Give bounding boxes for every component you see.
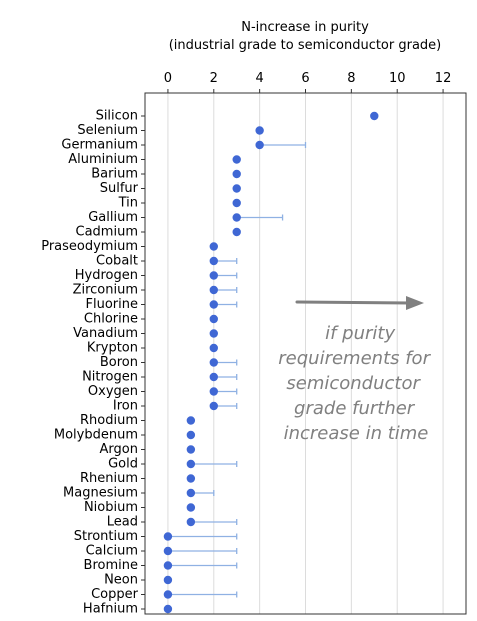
data-point bbox=[187, 445, 195, 453]
category-label: Vanadium bbox=[73, 326, 138, 341]
data-point bbox=[210, 271, 218, 279]
x-tick-label: 6 bbox=[301, 71, 309, 86]
category-label: Cadmium bbox=[76, 225, 138, 240]
data-point bbox=[233, 199, 241, 207]
data-point bbox=[210, 315, 218, 323]
annotation-line: requirements for bbox=[278, 348, 431, 369]
category-label: Niobium bbox=[84, 500, 138, 515]
data-point bbox=[210, 257, 218, 265]
data-point bbox=[164, 532, 172, 540]
annotation-line: semiconductor bbox=[286, 373, 421, 394]
data-point bbox=[210, 402, 218, 410]
category-label: Gold bbox=[108, 457, 138, 472]
category-label: Tin bbox=[118, 196, 138, 211]
category-label: Barium bbox=[91, 167, 138, 182]
category-label: Oxygen bbox=[88, 384, 138, 399]
y-axis: SiliconSeleniumGermaniumAluminiumBariumS… bbox=[41, 109, 145, 617]
annotation: if purity requirements for semiconductor… bbox=[278, 296, 435, 444]
x-axis-title: N-increase in purity bbox=[241, 20, 369, 35]
data-point bbox=[370, 112, 378, 120]
category-label: Zirconium bbox=[73, 283, 138, 298]
annotation-arrow-shaft bbox=[297, 302, 410, 303]
category-label: Krypton bbox=[87, 341, 138, 356]
data-point bbox=[210, 387, 218, 395]
data-point bbox=[233, 213, 241, 221]
data-point bbox=[187, 416, 195, 424]
data-point bbox=[255, 141, 263, 149]
annotation-line: grade further bbox=[294, 398, 416, 419]
x-axis-subtitle: (industrial grade to semiconductor grade… bbox=[169, 38, 442, 53]
data-point bbox=[164, 547, 172, 555]
category-label: Chlorine bbox=[84, 312, 138, 327]
data-point bbox=[187, 431, 195, 439]
data-point bbox=[210, 286, 218, 294]
x-tick-label: 4 bbox=[256, 71, 264, 86]
category-label: Strontium bbox=[74, 529, 138, 544]
data-point bbox=[210, 344, 218, 352]
data-point bbox=[187, 460, 195, 468]
data-point bbox=[233, 170, 241, 178]
data-point bbox=[187, 503, 195, 511]
data-point bbox=[233, 155, 241, 163]
category-label: Cobalt bbox=[96, 254, 138, 269]
category-label: Molybdenum bbox=[54, 428, 138, 443]
category-label: Calcium bbox=[86, 544, 138, 559]
data-point bbox=[233, 184, 241, 192]
data-point bbox=[187, 489, 195, 497]
data-point bbox=[210, 242, 218, 250]
category-label: Lead bbox=[107, 515, 138, 530]
x-tick-label: 0 bbox=[164, 71, 172, 86]
category-label: Praseodymium bbox=[41, 239, 138, 254]
category-label: Hydrogen bbox=[75, 268, 138, 283]
category-label: Nitrogen bbox=[82, 370, 138, 385]
data-point bbox=[164, 576, 172, 584]
data-point bbox=[233, 228, 241, 236]
category-label: Sulfur bbox=[100, 181, 139, 196]
data-point bbox=[187, 474, 195, 482]
data-point bbox=[210, 373, 218, 381]
category-label: Boron bbox=[100, 355, 138, 370]
category-label: Magnesium bbox=[63, 486, 138, 501]
x-tick-label: 12 bbox=[435, 71, 452, 86]
data-point bbox=[164, 590, 172, 598]
data-point bbox=[164, 561, 172, 569]
data-point bbox=[255, 126, 263, 134]
data-point bbox=[210, 300, 218, 308]
category-label: Rhenium bbox=[80, 471, 138, 486]
data-point bbox=[210, 358, 218, 366]
category-label: Germanium bbox=[61, 138, 138, 153]
category-label: Argon bbox=[100, 442, 138, 457]
category-label: Iron bbox=[113, 399, 138, 414]
annotation-arrow-head bbox=[406, 296, 424, 310]
x-tick-label: 10 bbox=[389, 71, 406, 86]
annotation-line: if purity bbox=[325, 323, 395, 344]
range-lines bbox=[168, 142, 306, 598]
x-tick-label: 8 bbox=[347, 71, 355, 86]
category-label: Silicon bbox=[96, 109, 138, 124]
data-point bbox=[210, 329, 218, 337]
category-label: Copper bbox=[91, 587, 139, 602]
category-label: Neon bbox=[104, 573, 138, 588]
category-label: Aluminium bbox=[68, 152, 138, 167]
category-label: Gallium bbox=[88, 210, 138, 225]
annotation-text: if purity requirements for semiconductor… bbox=[278, 323, 435, 444]
x-axis: N-increase in purity (industrial grade t… bbox=[164, 20, 452, 93]
category-label: Fluorine bbox=[86, 297, 138, 312]
category-label: Hafnium bbox=[83, 602, 138, 617]
category-label: Selenium bbox=[77, 123, 138, 138]
category-label: Bromine bbox=[84, 558, 138, 573]
category-label: Rhodium bbox=[80, 413, 138, 428]
data-point bbox=[187, 518, 195, 526]
x-tick-label: 2 bbox=[210, 71, 218, 86]
data-point bbox=[164, 605, 172, 613]
annotation-line: increase in time bbox=[284, 423, 429, 444]
